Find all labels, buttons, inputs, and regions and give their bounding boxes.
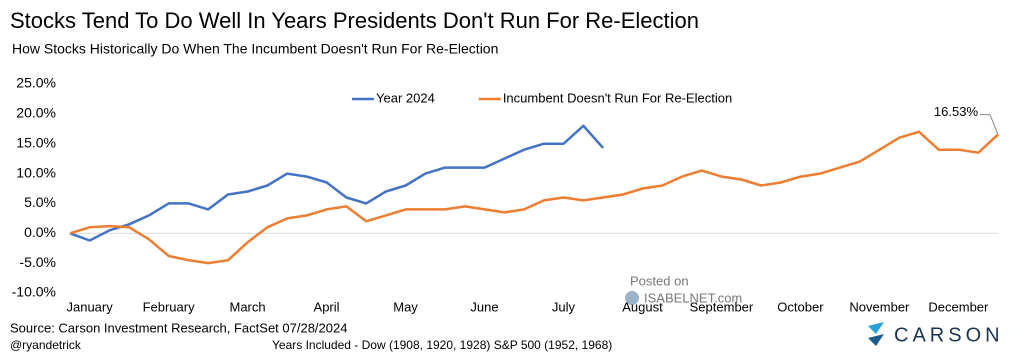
legend-label: Incumbent Doesn't Run For Re-Election (503, 90, 732, 105)
y-tick-label: -10.0% (12, 284, 56, 300)
x-tick-label: August (622, 299, 663, 314)
x-tick-label: December (928, 299, 989, 314)
y-tick-label: 5.0% (24, 194, 56, 210)
note: Years Included - Dow (1908, 1920, 1928) … (272, 338, 612, 352)
x-tick-label: April (314, 299, 340, 314)
legend-label: Year 2024 (376, 90, 435, 105)
x-tick-label: February (143, 299, 196, 314)
y-tick-label: 10.0% (16, 164, 56, 180)
watermark: ISABELNET.com (644, 290, 742, 305)
line-series (69, 124, 605, 242)
x-tick-label: January (66, 299, 113, 314)
watermark: Posted on (630, 273, 689, 288)
x-tick-label: September (690, 299, 754, 314)
x-tick-label: October (777, 299, 824, 314)
source: Source: Carson Investment Research, Fact… (10, 320, 347, 335)
x-tick-label: March (230, 299, 266, 314)
x-tick-label: May (393, 299, 418, 314)
logo: CARSON (894, 324, 1004, 346)
watermark-icon (625, 291, 639, 305)
line-series (69, 130, 999, 265)
y-tick-label: 15.0% (16, 134, 56, 150)
credit: @ryandetrick (10, 338, 82, 352)
y-tick-label: 20.0% (16, 105, 56, 121)
chart-title: Stocks Tend To Do Well In Years Presiden… (10, 8, 699, 33)
y-tick-label: 25.0% (16, 75, 56, 91)
x-tick-label: July (552, 299, 576, 314)
logo-icon (868, 334, 884, 346)
data-label: 16.53% (934, 104, 979, 119)
leader-line (980, 114, 999, 135)
x-tick-label: June (470, 299, 498, 314)
chart-subtitle: How Stocks Historically Do When The Incu… (12, 41, 498, 57)
logo-icon (868, 322, 884, 334)
y-tick-label: -5.0% (19, 254, 56, 270)
y-tick-label: 0.0% (24, 224, 56, 240)
x-tick-label: November (849, 299, 910, 314)
